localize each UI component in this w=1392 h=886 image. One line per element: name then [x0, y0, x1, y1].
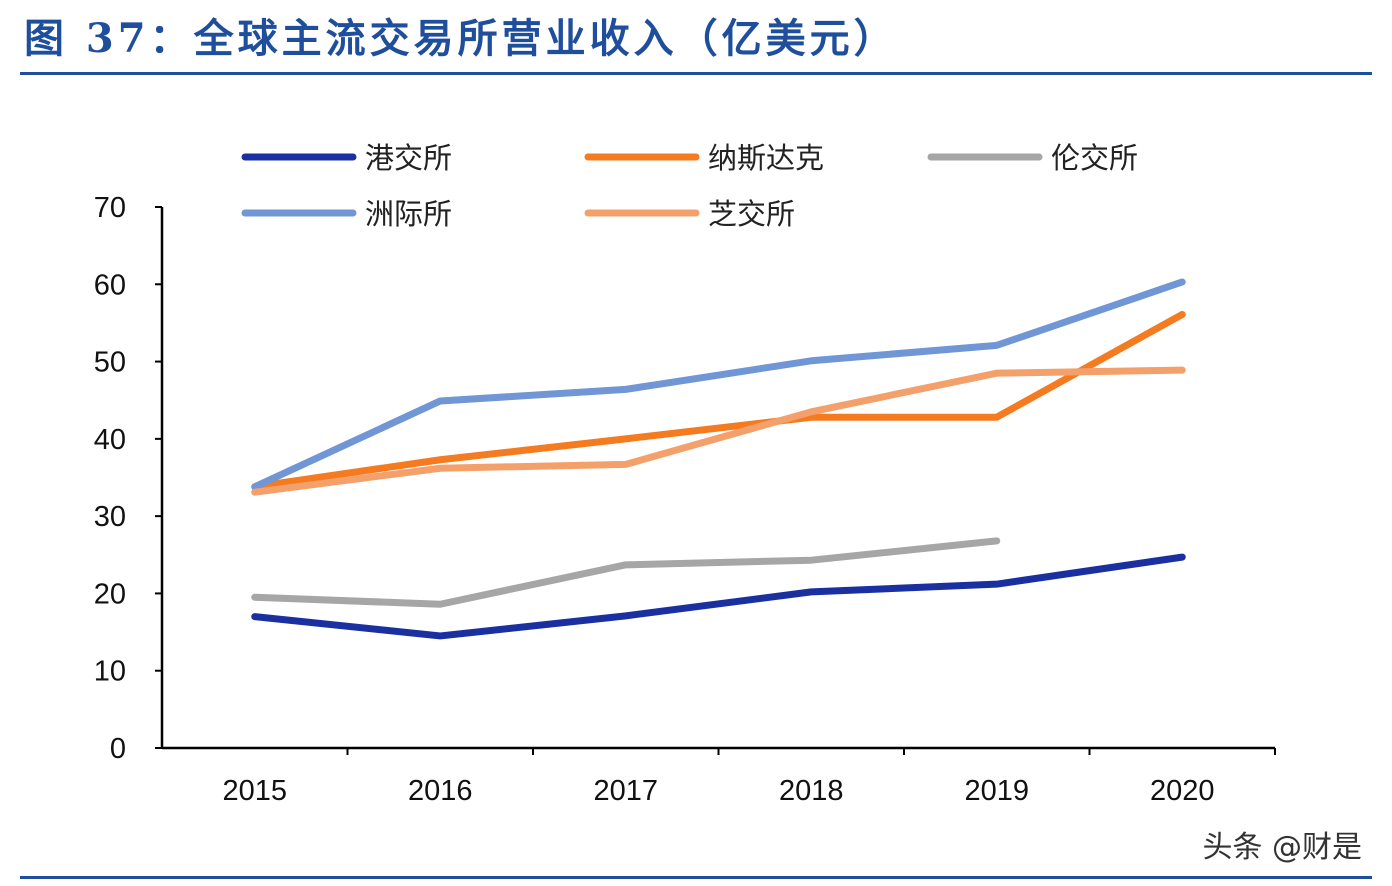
bottom-rule: [20, 876, 1372, 879]
legend-label: 芝交所: [708, 197, 795, 231]
watermark: 头条 @财是: [1202, 830, 1362, 865]
x-tick-label: 2015: [222, 775, 287, 807]
x-tick-label: 2018: [779, 775, 844, 807]
series-line-5: [251, 366, 1186, 496]
x-tick-label: 2020: [1150, 775, 1215, 807]
y-tick-label: 60: [94, 269, 126, 301]
y-tick-label: 10: [94, 656, 126, 688]
series-line-2: [251, 310, 1186, 491]
legend-label: 港交所: [365, 141, 452, 175]
series-line-3: [251, 537, 1001, 608]
y-tick-label: 50: [94, 347, 126, 379]
legend-label: 伦交所: [1051, 141, 1138, 175]
x-tick-label: 2016: [408, 775, 473, 807]
x-tick-label: 2017: [593, 775, 658, 807]
y-tick-label: 20: [94, 578, 126, 610]
legend-label: 纳斯达克: [708, 141, 824, 175]
figure-title: 图 37：全球主流交易所营业收入（亿美元）: [24, 15, 898, 62]
series-line-4: [251, 278, 1186, 491]
y-tick-label: 70: [94, 192, 126, 224]
y-tick-label: 40: [94, 424, 126, 456]
legend-label: 洲际所: [365, 197, 452, 231]
series-line-1: [251, 553, 1186, 640]
x-tick-label: 2019: [964, 775, 1029, 807]
y-tick-label: 0: [110, 733, 126, 765]
y-tick-label: 30: [94, 501, 126, 533]
title-rule: [20, 72, 1372, 75]
